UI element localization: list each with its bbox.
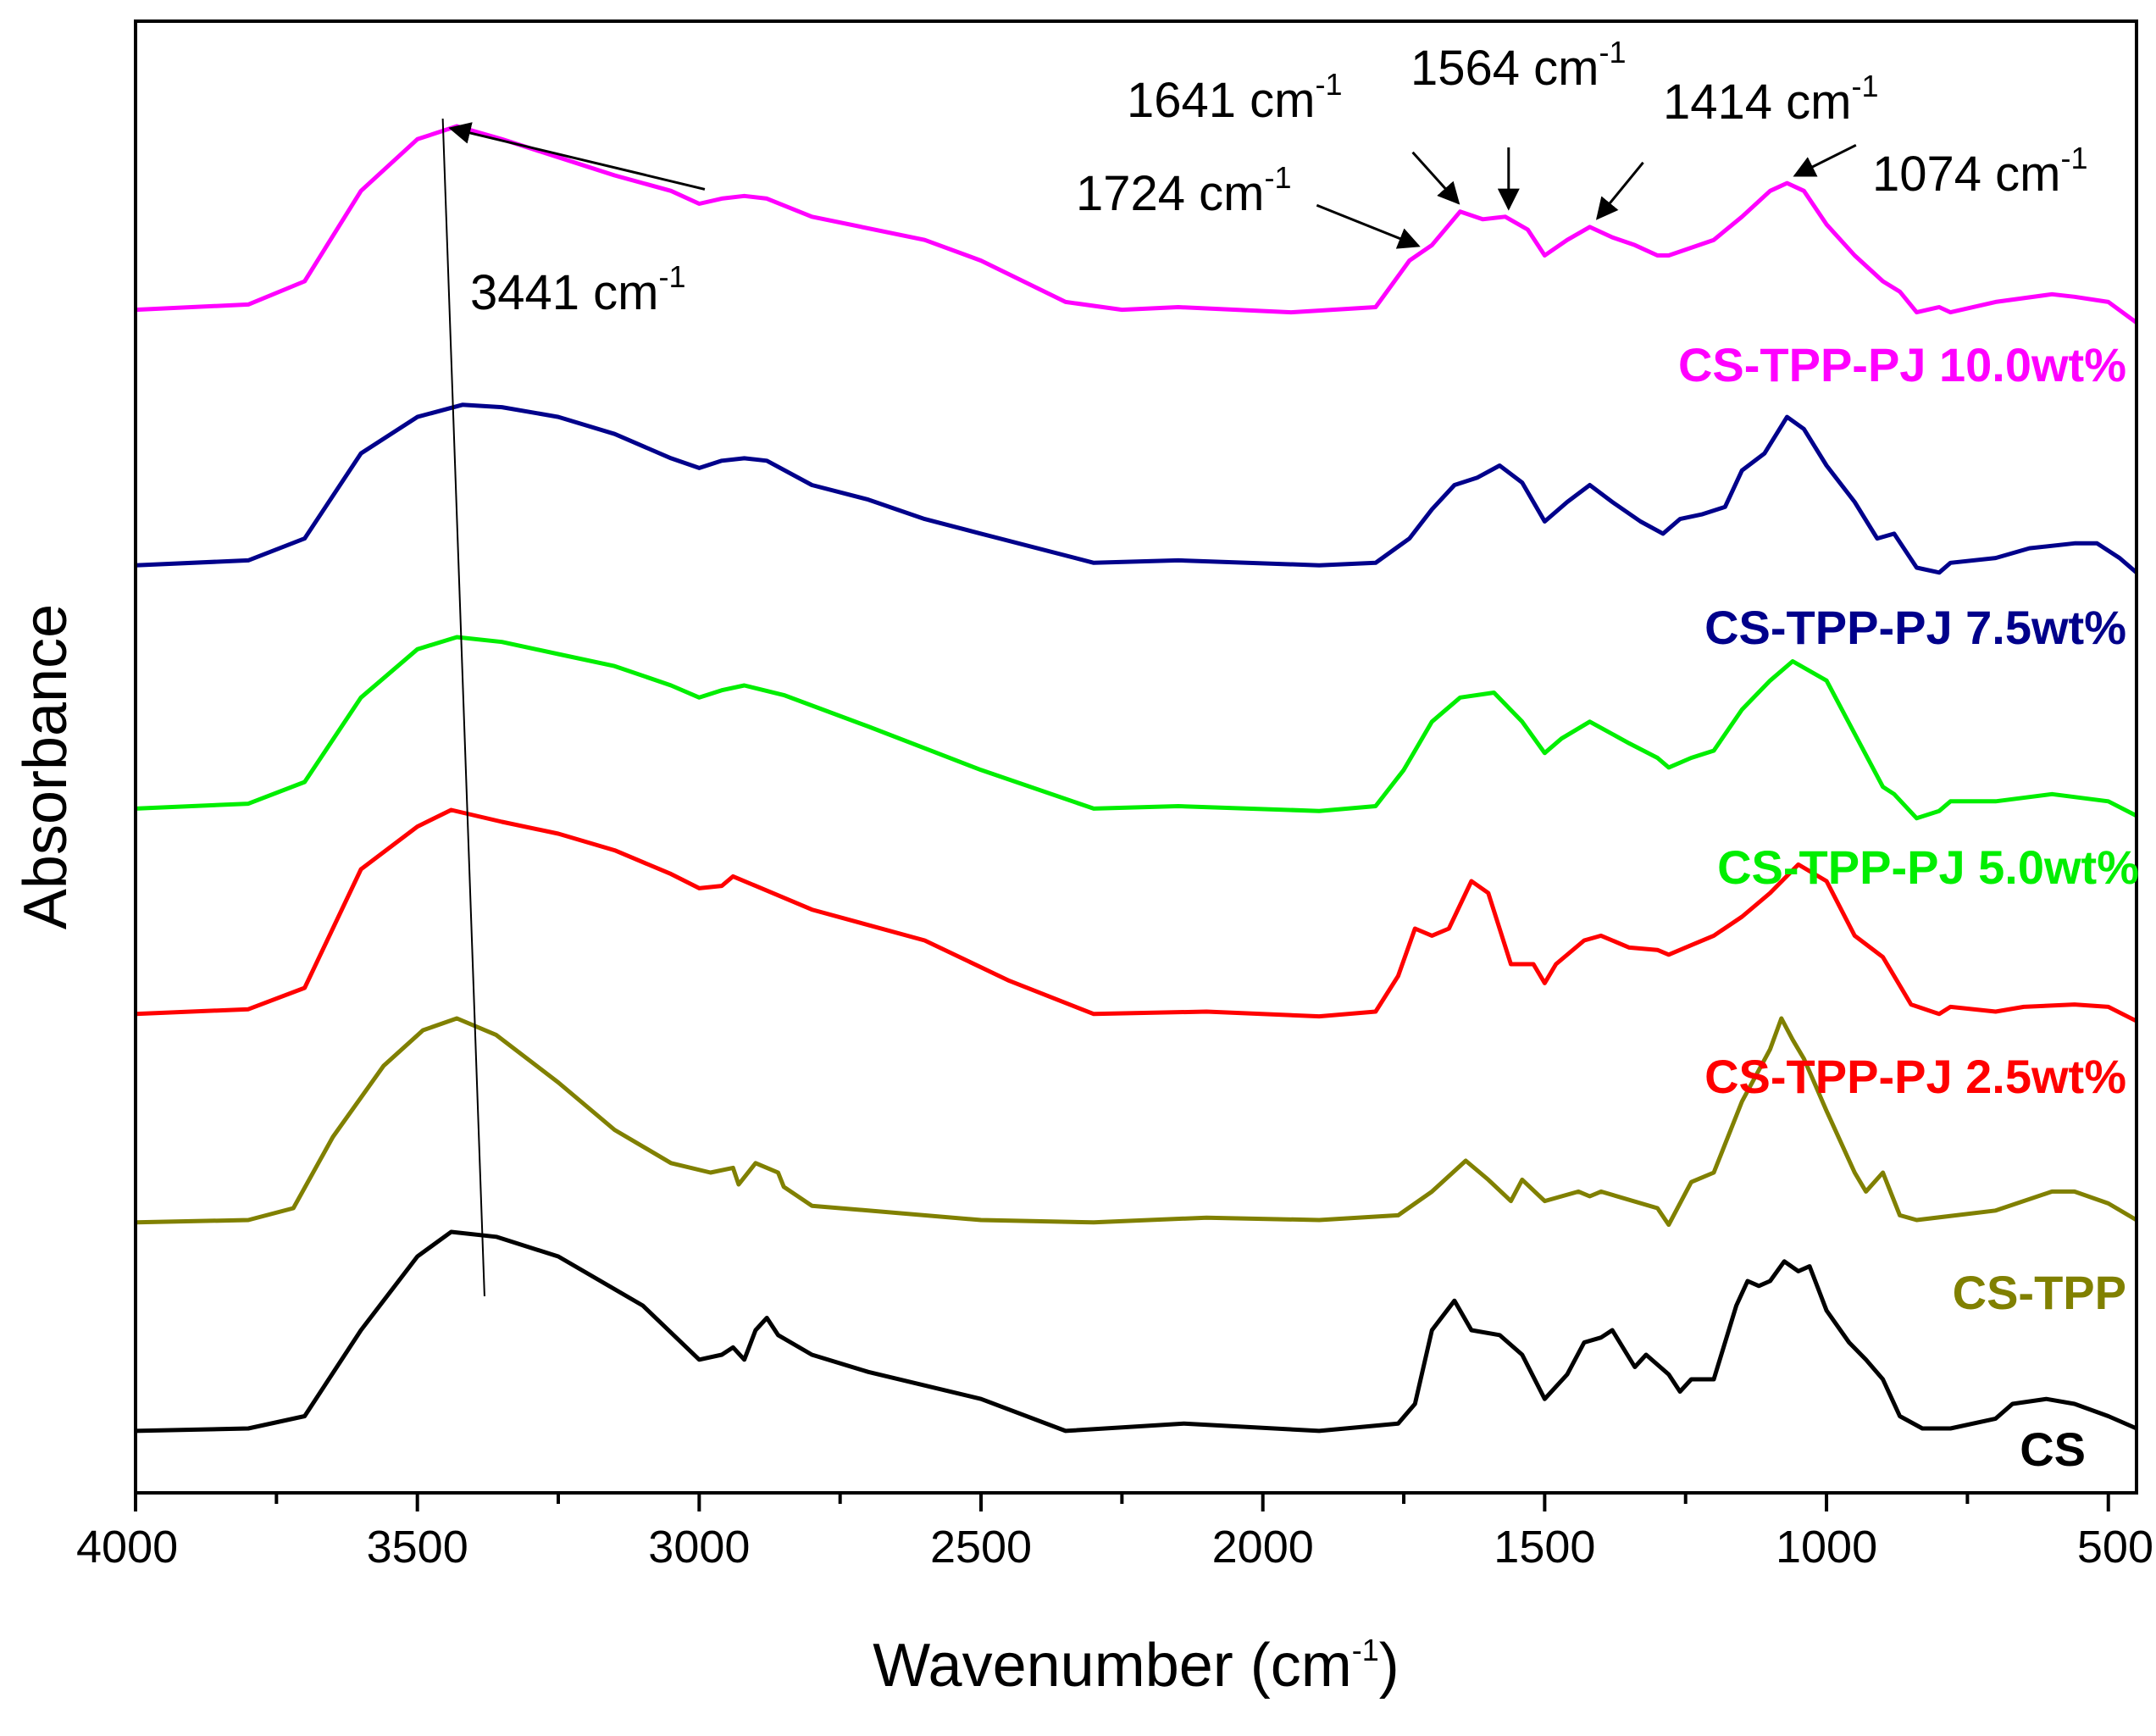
series-label-0: CS — [2020, 1423, 2086, 1476]
series-label-3: CS-TPP-PJ 5.0wt% — [1717, 840, 2139, 894]
series-label-5: CS-TPP-PJ 10.0wt% — [1678, 338, 2126, 391]
annotation-label-5: 1074 cm-1 — [1872, 141, 2087, 202]
x-tick-label: 3500 — [367, 1522, 468, 1572]
series-line-5 — [135, 124, 2138, 324]
series-labels: CS CS-TPP CS-TPP-PJ 2.5wt% CS-TPP-PJ 5.0wt%… — [1678, 338, 2139, 1476]
series-line-0 — [135, 1229, 2137, 1434]
x-axis-title-close: ) — [1379, 1632, 1399, 1700]
x-tick-label: 3000 — [648, 1522, 750, 1572]
series-line-3 — [135, 635, 2138, 821]
x-tick-label: 1500 — [1494, 1522, 1595, 1572]
x-axis-title-text: Wavenumber (cm — [873, 1632, 1351, 1700]
peak-reference-line — [441, 118, 485, 1297]
annotation-arrow-1 — [1316, 203, 1421, 249]
annotation-arrow-4 — [1595, 161, 1644, 220]
series-layer — [135, 124, 2138, 1434]
annotation-arrow-2 — [1411, 151, 1460, 205]
annotation-arrow-5 — [1793, 143, 1857, 177]
series-label-4: CS-TPP-PJ 7.5wt% — [1704, 601, 2126, 654]
series-line-4 — [135, 402, 2138, 575]
annotation-label-2: 1641 cm-1 — [1127, 67, 1342, 128]
annotation-label-0: 3441 cm-1 — [470, 259, 685, 320]
x-axis-ticks: 4000 3500 3000 2500 2000 1500 1000 500 — [76, 1493, 2153, 1572]
series-line-2 — [135, 807, 2138, 1023]
series-label-2: CS-TPP-PJ 2.5wt% — [1704, 1050, 2126, 1103]
plot-frame — [134, 19, 2138, 1495]
annotation-arrow-0 — [448, 122, 706, 191]
y-axis-title: Absorbance — [12, 604, 80, 929]
annotation-layer: 3441 cm-1 1724 cm-1 1641 cm-1 1564 cm-1 1414… — [448, 35, 2087, 320]
annotation-label-3: 1564 cm-1 — [1411, 35, 1626, 96]
x-tick-label: 2000 — [1212, 1522, 1314, 1572]
x-tick-label: 2500 — [930, 1522, 1032, 1572]
x-tick-label: 500 — [2077, 1522, 2153, 1572]
x-axis-title: Wavenumber (cm-1) — [873, 1632, 1399, 1700]
annotation-label-4: 1414 cm-1 — [1663, 69, 1878, 130]
x-tick-label: 1000 — [1776, 1522, 1877, 1572]
x-axis-title-sup: -1 — [1352, 1633, 1379, 1667]
series-line-1 — [135, 1016, 2138, 1228]
x-tick-label: 4000 — [76, 1522, 178, 1572]
series-label-1: CS-TPP — [1953, 1266, 2126, 1319]
annotation-label-1: 1724 cm-1 — [1076, 160, 1291, 221]
